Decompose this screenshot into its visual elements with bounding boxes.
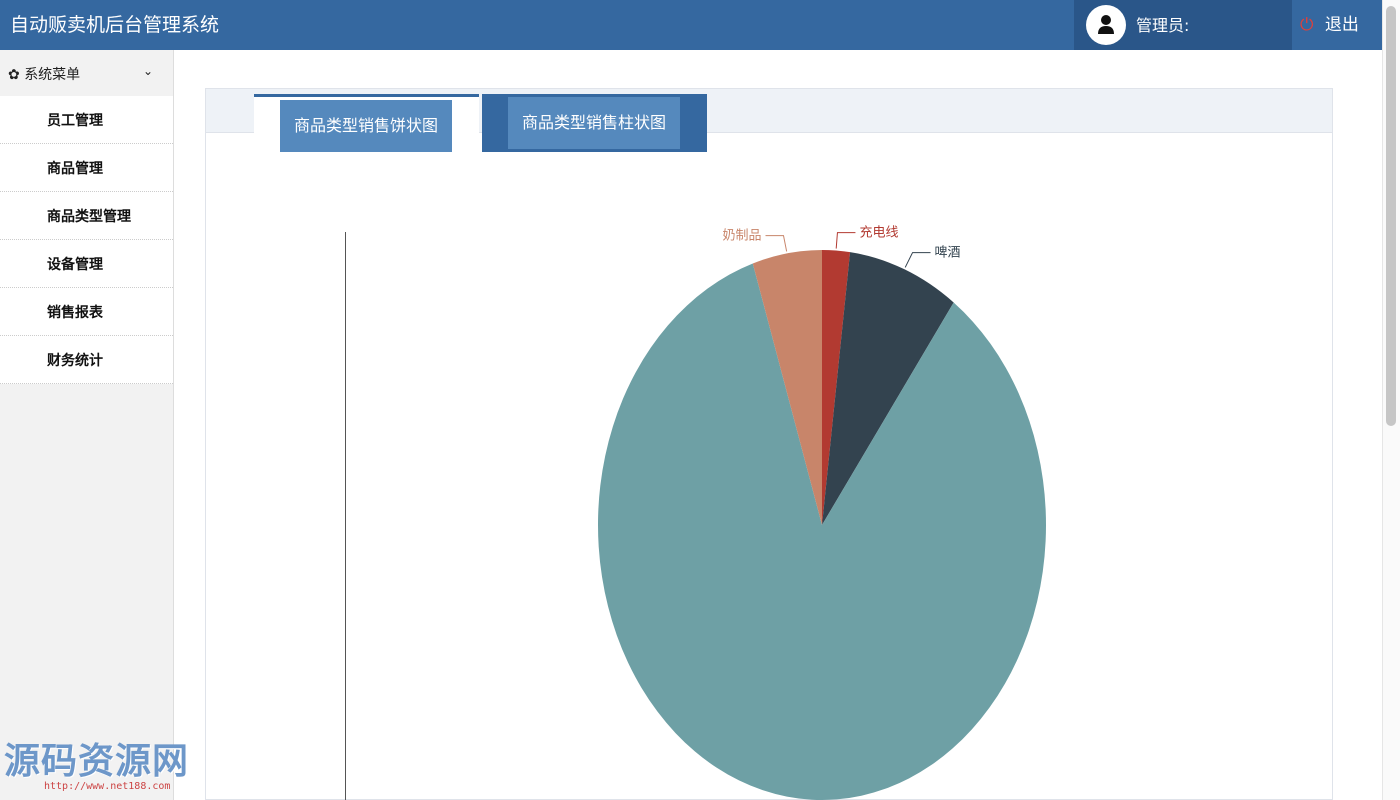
scrollbar[interactable]	[1382, 0, 1400, 800]
sidebar-item-sales-report[interactable]: 销售报表	[0, 288, 173, 336]
sidebar-item-product-types[interactable]: 商品类型管理	[0, 192, 173, 240]
sidebar-item-products[interactable]: 商品管理	[0, 144, 173, 192]
pie-slice-3[interactable]	[752, 250, 822, 525]
pie-slice-1[interactable]	[822, 252, 954, 525]
top-header: 自动贩卖机后台管理系统 管理员: ⏻ 退出	[0, 0, 1382, 50]
pie-slice-label-0: 充电线	[859, 225, 898, 241]
tab-pie-chart[interactable]: 商品类型销售饼状图	[254, 94, 479, 152]
logout-label: 退出	[1324, 15, 1359, 35]
menu-list: 员工管理 商品管理 商品类型管理 设备管理 销售报表 财务统计	[0, 96, 173, 384]
tab-pie-chart-label: 商品类型销售饼状图	[280, 100, 452, 152]
chart-axis-line	[345, 232, 346, 800]
scrollbar-thumb[interactable]	[1386, 6, 1396, 426]
power-icon: ⏻	[1300, 15, 1314, 35]
main-panel: 商品类型销售饼状图 商品类型销售柱状图	[205, 88, 1333, 800]
sidebar-item-finance[interactable]: 财务统计	[0, 336, 173, 384]
sidebar-item-devices[interactable]: 设备管理	[0, 240, 173, 288]
pie-slice-label-1: 啤酒	[935, 246, 961, 261]
pie-slice-label-3: 奶制品	[723, 229, 762, 244]
pie-label-line-3	[765, 235, 788, 252]
watermark-text: 源码资源网	[4, 741, 190, 782]
gear-icon: ✿	[8, 67, 20, 83]
app-title: 自动贩卖机后台管理系统	[10, 14, 220, 36]
pie-label-line-0	[835, 232, 856, 249]
tab-bar-chart[interactable]: 商品类型销售柱状图	[482, 94, 707, 152]
menu-title: 系统菜单	[24, 67, 81, 83]
admin-label: 管理员:	[1136, 16, 1190, 35]
pie-label-line-1	[904, 252, 931, 268]
user-panel[interactable]: 管理员:	[1074, 0, 1292, 50]
watermark-url: http://www.net188.com	[44, 781, 171, 792]
pie-slice-2[interactable]	[598, 263, 1046, 800]
sidebar-item-staff[interactable]: 员工管理	[0, 96, 173, 144]
tab-bar-chart-label: 商品类型销售柱状图	[508, 97, 680, 149]
system-menu-header[interactable]: ✿ 系统菜单 ⌄	[0, 50, 173, 96]
user-avatar-icon	[1086, 5, 1126, 45]
logout-button[interactable]: ⏻ 退出	[1300, 10, 1359, 35]
pie-slice-0[interactable]	[822, 250, 851, 525]
sidebar: ✿ 系统菜单 ⌄ 员工管理 商品管理 商品类型管理 设备管理 销售报表 财务统计	[0, 50, 174, 800]
tab-bar: 商品类型销售饼状图 商品类型销售柱状图	[206, 89, 1332, 152]
chevron-down-icon: ⌄	[142, 64, 153, 78]
